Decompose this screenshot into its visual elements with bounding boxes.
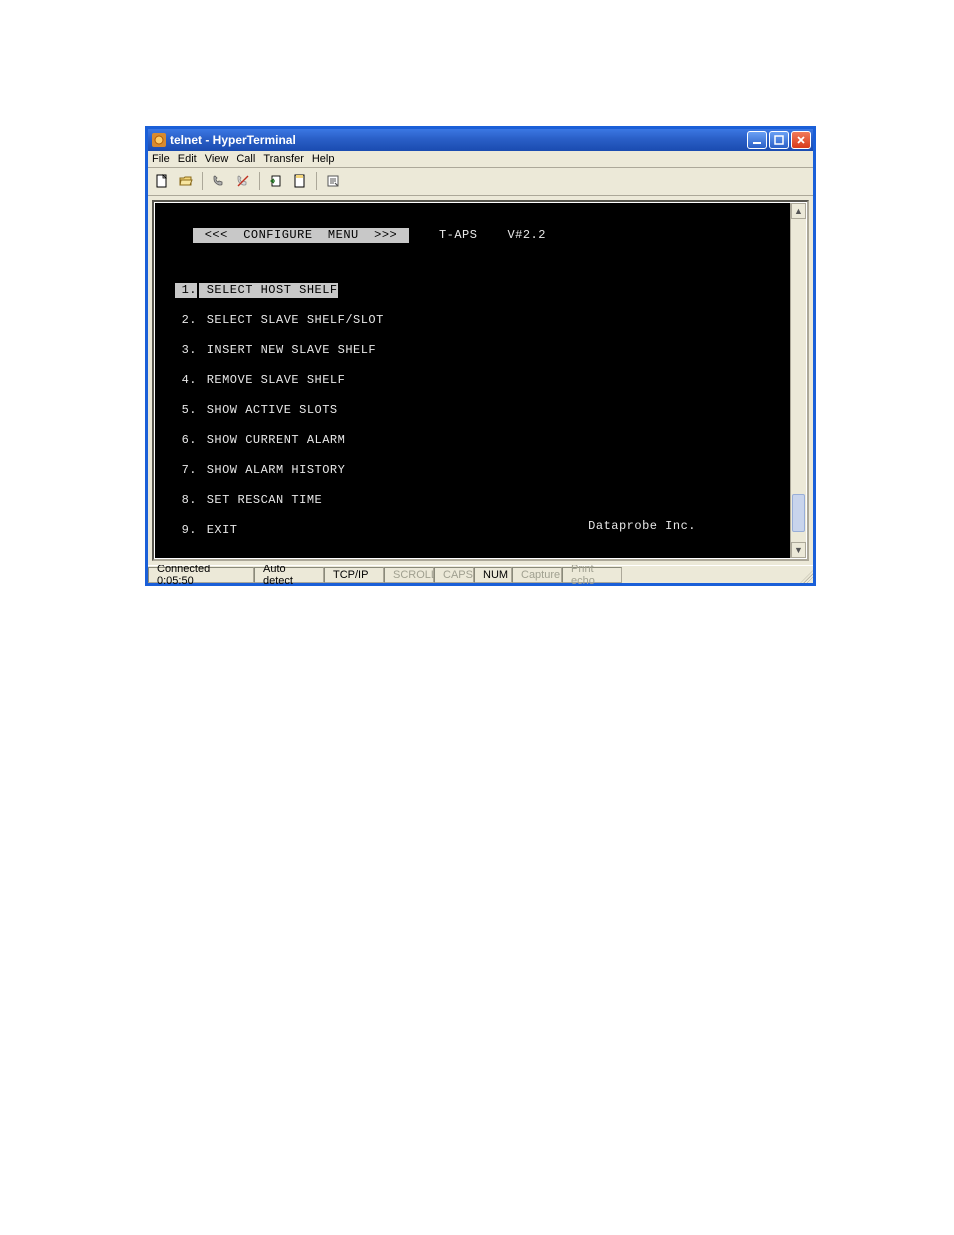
client-area: <<< CONFIGURE MENU >>> T-APS V#2.2 1. SEL…	[148, 196, 813, 565]
status-connected: Connected 0:05:50	[148, 567, 254, 583]
toolbar-separator	[202, 172, 203, 190]
window-title: telnet - HyperTerminal	[170, 133, 747, 147]
app-code: T-APS	[439, 228, 478, 243]
menu-call[interactable]: Call	[236, 153, 255, 165]
vertical-scrollbar[interactable]: ▲ ▼	[790, 203, 806, 558]
terminal[interactable]: <<< CONFIGURE MENU >>> T-APS V#2.2 1. SEL…	[155, 203, 806, 558]
hyperterminal-window: telnet - HyperTerminal File Edit View Ca…	[145, 126, 816, 586]
close-button[interactable]	[791, 131, 811, 149]
toolbar	[148, 168, 813, 196]
status-printecho: Print echo	[562, 567, 622, 583]
toolbar-separator	[316, 172, 317, 190]
status-capture: Capture	[512, 567, 562, 583]
menu-file[interactable]: File	[152, 153, 170, 165]
properties-icon[interactable]	[323, 171, 343, 191]
send-icon[interactable]	[266, 171, 286, 191]
scroll-down-icon[interactable]: ▼	[791, 542, 806, 558]
toolbar-separator	[259, 172, 260, 190]
status-autodetect: Auto detect	[254, 567, 324, 583]
menu-item-7[interactable]: 7. SHOW ALARM HISTORY	[175, 463, 786, 478]
menu-view[interactable]: View	[205, 153, 229, 165]
open-icon[interactable]	[176, 171, 196, 191]
scroll-track[interactable]	[791, 219, 806, 542]
menu-item-6[interactable]: 6. SHOW CURRENT ALARM	[175, 433, 786, 448]
status-protocol: TCP/IP	[324, 567, 384, 583]
minimize-button[interactable]	[747, 131, 767, 149]
vendor-label: Dataprobe Inc.	[588, 519, 696, 534]
status-scroll: SCROLL	[384, 567, 434, 583]
menu-item-2[interactable]: 2. SELECT SLAVE SHELF/SLOT	[175, 313, 786, 328]
call-icon[interactable]	[209, 171, 229, 191]
maximize-button[interactable]	[769, 131, 789, 149]
menubar: File Edit View Call Transfer Help	[148, 151, 813, 168]
menu-edit[interactable]: Edit	[178, 153, 197, 165]
status-num: NUM	[474, 567, 512, 583]
disconnect-icon[interactable]	[233, 171, 253, 191]
menu-item-5[interactable]: 5. SHOW ACTIVE SLOTS	[175, 403, 786, 418]
resize-grip-icon[interactable]	[797, 567, 813, 583]
terminal-frame: <<< CONFIGURE MENU >>> T-APS V#2.2 1. SEL…	[152, 200, 809, 561]
new-icon[interactable]	[152, 171, 172, 191]
version-label: V#2.2	[507, 228, 546, 243]
menu-item-1[interactable]: 1. SELECT HOST SHELF	[175, 283, 786, 298]
menu-item-3[interactable]: 3. INSERT NEW SLAVE SHELF	[175, 343, 786, 358]
configure-menu-list: 1. SELECT HOST SHELF 2. SELECT SLAVE SHE…	[175, 268, 786, 553]
scroll-thumb[interactable]	[792, 494, 805, 533]
app-icon	[152, 133, 166, 147]
menu-item-4[interactable]: 4. REMOVE SLAVE SHELF	[175, 373, 786, 388]
scroll-up-icon[interactable]: ▲	[791, 203, 806, 219]
menu-help[interactable]: Help	[312, 153, 335, 165]
menu-transfer[interactable]: Transfer	[263, 153, 304, 165]
status-caps: CAPS	[434, 567, 474, 583]
menu-item-8[interactable]: 8. SET RESCAN TIME	[175, 493, 786, 508]
titlebar[interactable]: telnet - HyperTerminal	[148, 129, 813, 151]
configure-menu-banner: <<< CONFIGURE MENU >>>	[193, 228, 409, 243]
receive-icon[interactable]	[290, 171, 310, 191]
statusbar: Connected 0:05:50 Auto detect TCP/IP SCR…	[148, 565, 813, 583]
